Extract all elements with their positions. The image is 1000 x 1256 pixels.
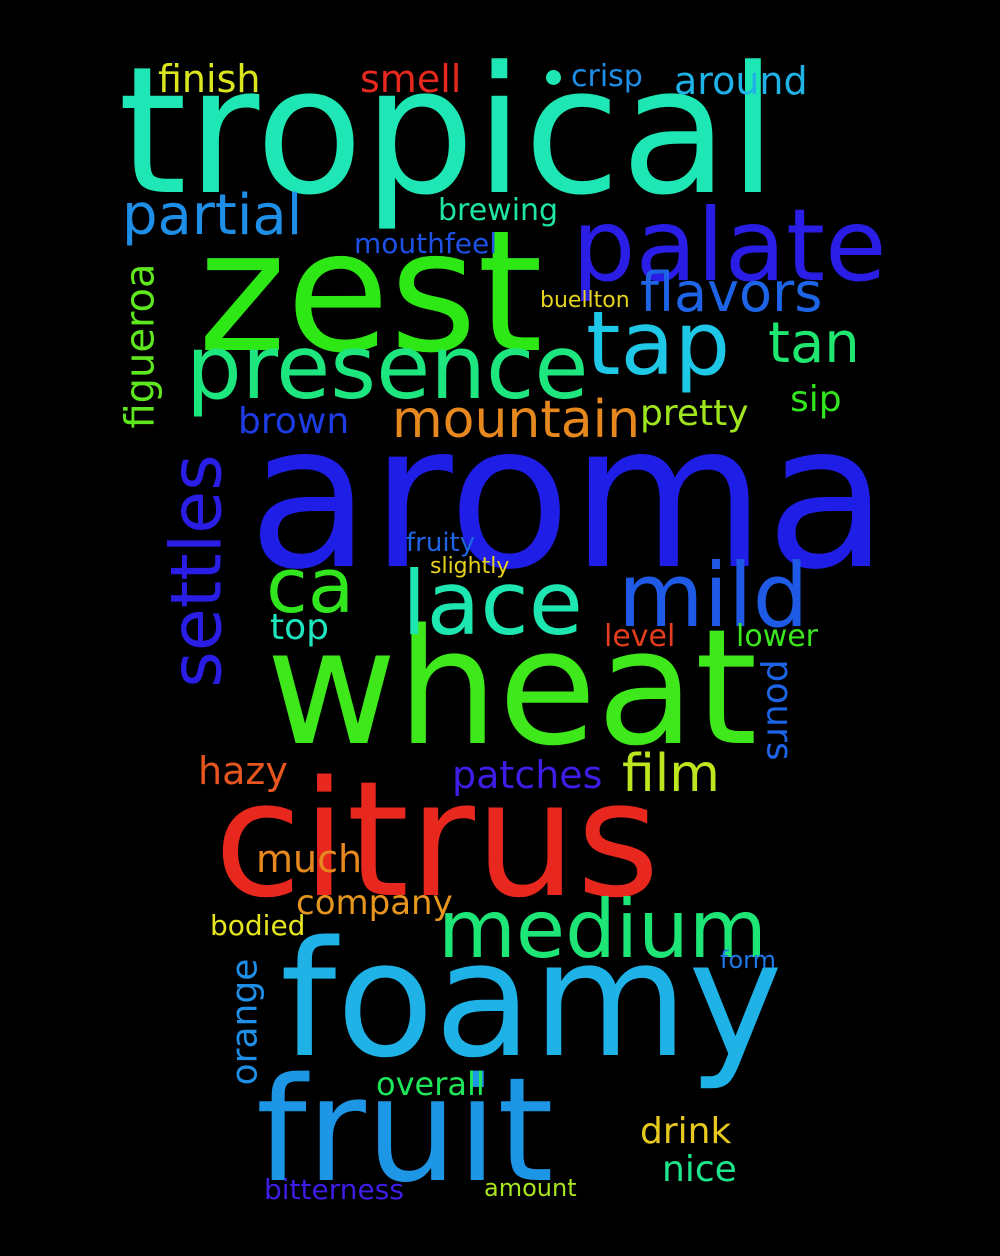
word-top: top <box>270 607 329 648</box>
word-pours: pours <box>758 659 800 761</box>
word-hazy: hazy <box>198 749 288 793</box>
word-crisp-text: crisp <box>571 59 643 94</box>
word-slightly: slightly <box>430 554 510 579</box>
word-ca: ca <box>266 541 355 630</box>
word-mountain: mountain <box>392 390 641 450</box>
word-buellton: buellton <box>540 288 630 313</box>
word-partial: partial <box>122 183 303 248</box>
word-wheat: wheat <box>266 594 758 781</box>
word-level: level <box>604 619 676 654</box>
word-fruit: fruit <box>256 1046 554 1214</box>
word-smell: smell <box>360 57 462 101</box>
word-form: form <box>720 946 776 974</box>
word-flavors: flavors <box>640 261 823 324</box>
word-tan: tan <box>768 311 860 376</box>
word-mild: mild <box>618 544 809 647</box>
word-crisp: crisp <box>546 62 643 92</box>
word-amount: amount <box>484 1174 577 1202</box>
word-mouthfeel: mouthfeel <box>354 227 497 260</box>
word-brewing: brewing <box>438 193 559 228</box>
word-presence: presence <box>186 316 589 419</box>
word-aroma: aroma <box>248 381 889 614</box>
word-fruity: fruity <box>406 528 476 558</box>
word-drink: drink <box>640 1111 732 1152</box>
word-bitterness: bitterness <box>264 1173 404 1206</box>
word-overall: overall <box>376 1065 485 1103</box>
word-film: film <box>622 744 720 804</box>
word-palate: palate <box>572 187 887 304</box>
word-around: around <box>674 59 808 103</box>
word-sip: sip <box>790 379 842 420</box>
word-brown: brown <box>238 401 350 442</box>
word-pretty: pretty <box>640 393 749 434</box>
word-lace: lace <box>402 552 583 655</box>
word-bodied: bodied <box>210 909 306 942</box>
word-finish: finish <box>158 57 261 101</box>
word-nice: nice <box>662 1149 737 1190</box>
word-patches: patches <box>452 753 603 797</box>
word-zest: zest <box>198 194 543 390</box>
word-much: much <box>256 837 363 881</box>
word-medium: medium <box>438 883 767 976</box>
word-citrus: citrus <box>214 746 660 933</box>
word-lower: lower <box>736 619 819 654</box>
word-orange: orange <box>224 958 266 1086</box>
crisp-dot-icon <box>546 70 561 85</box>
word-company: company <box>296 883 453 923</box>
word-settles: settles <box>155 454 238 688</box>
word-tropical: tropical <box>118 29 778 234</box>
word-tap: tap <box>586 292 731 395</box>
word-figueroa: figueroa <box>117 263 164 429</box>
word-foamy: foamy <box>280 906 783 1093</box>
